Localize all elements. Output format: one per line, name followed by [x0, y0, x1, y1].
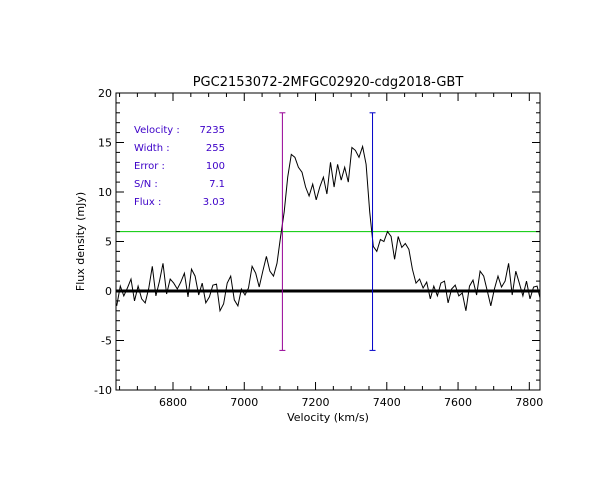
info-value: 7.1 [209, 179, 225, 190]
y-tick-label: 15 [98, 137, 112, 150]
y-tick-label: -5 [101, 335, 112, 348]
x-tick-label: 7400 [373, 396, 401, 409]
y-axis-label: Flux density (mJy) [74, 192, 87, 291]
y-tick-label: 5 [105, 236, 112, 249]
info-value: 7235 [200, 125, 225, 136]
axes: 6800 7000 7200 7400 7600 7800 -10 -5 0 5 10 15 20 [94, 87, 543, 409]
info-label: S/N : [134, 179, 158, 190]
info-value: 255 [206, 143, 225, 154]
y-tick-label: -10 [94, 384, 112, 397]
x-tick-label: 7600 [444, 396, 472, 409]
info-label: Velocity : [134, 125, 180, 136]
info-value: 3.03 [203, 197, 225, 208]
velocity-marker-2 [369, 112, 376, 351]
chart-title: PGC2153072-2MFGC02920-cdg2018-GBT [193, 75, 464, 90]
x-tick-label: 6800 [159, 396, 187, 409]
plot-frame [115, 92, 541, 391]
x-tick-label: 7200 [302, 396, 330, 409]
y-tick-label: 10 [98, 186, 112, 199]
info-value: 100 [206, 161, 225, 172]
info-label: Flux : [134, 197, 161, 208]
velocity-marker-1 [279, 112, 286, 351]
y-tick-label: 0 [105, 285, 112, 298]
info-block: Velocity : 7235 Width : 255 Error : 100 S/N : 7… [134, 125, 225, 208]
x-tick-label: 7000 [230, 396, 258, 409]
info-label: Width : [134, 143, 170, 154]
spectrum-series-0 [116, 144, 540, 313]
x-tick-label: 7800 [515, 396, 543, 409]
info-label: Error : [134, 161, 165, 172]
y-tick-label: 20 [98, 87, 112, 100]
x-axis-label: Velocity (km/s) [287, 411, 369, 424]
plot-area [116, 112, 540, 351]
